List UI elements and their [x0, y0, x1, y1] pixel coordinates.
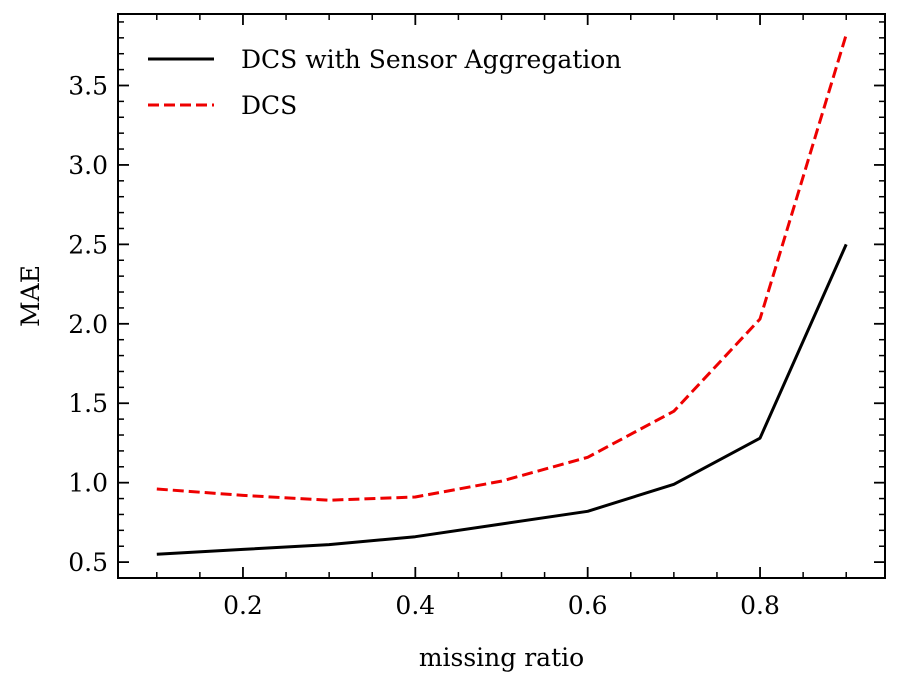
x-tick-label: 0.6 [568, 591, 608, 620]
y-tick-label: 3.5 [68, 71, 108, 100]
series-lines [156, 34, 848, 556]
major-ticks [118, 14, 885, 578]
y-tick-label: 1.5 [68, 389, 108, 418]
legend-label: DCS [241, 91, 297, 120]
plot-frame [117, 13, 886, 579]
y-tick-labels: 0.5 1.0 1.5 2.0 2.5 3.0 3.5 [68, 71, 108, 577]
y-tick-label: 3.0 [68, 151, 108, 180]
y-axis-label: MAE [16, 265, 45, 327]
x-tick-label: 0.8 [740, 591, 780, 620]
x-axis-label: missing ratio [419, 643, 584, 672]
legend-label: DCS with Sensor Aggregation [241, 45, 621, 74]
x-tick-label: 0.2 [223, 591, 263, 620]
y-tick-label: 2.0 [68, 310, 108, 339]
minor-ticks [118, 14, 885, 579]
y-tick-label: 0.5 [68, 548, 108, 577]
series-line-dcs [156, 34, 848, 502]
x-tick-labels: 0.2 0.4 0.6 0.8 [223, 591, 780, 620]
x-tick-label: 0.4 [395, 591, 435, 620]
y-tick-label: 2.5 [68, 230, 108, 259]
legend: DCS with Sensor Aggregation DCS [148, 45, 621, 120]
series-line-dcs-sensor-aggregation [156, 243, 848, 556]
y-tick-label: 1.0 [68, 469, 108, 498]
